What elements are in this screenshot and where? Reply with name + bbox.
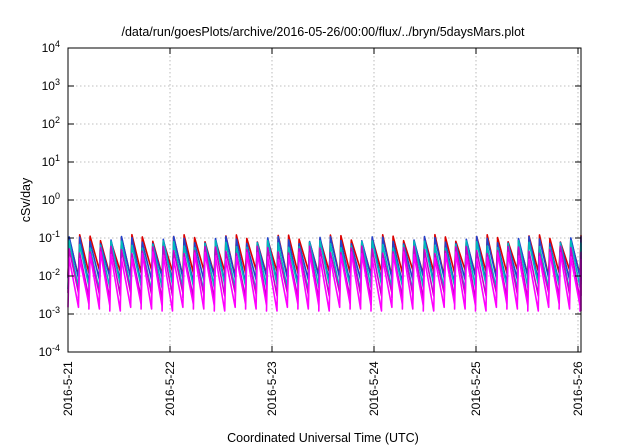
x-tick-label: 2016-5-25 [469, 361, 483, 416]
series-line [67, 251, 582, 312]
grid [68, 48, 581, 352]
y-tick-label: 10-1 [39, 229, 60, 245]
y-tick-label: 10-2 [39, 267, 60, 283]
y-tick-label: 103 [42, 77, 60, 93]
x-tick-label: 2016-5-22 [163, 361, 177, 416]
y-ticks: 10-4 10-3 10-2 10-1 100 101 102 103 104 [39, 39, 581, 359]
x-tick-label: 2016-5-24 [367, 361, 381, 416]
y-tick-label: 10-3 [39, 305, 60, 321]
x-axis-label: Coordinated Universal Time (UTC) [227, 431, 419, 445]
y-tick-label: 10-4 [39, 343, 60, 359]
series-group [67, 233, 582, 312]
y-tick-label: 101 [42, 153, 60, 169]
x-ticks: 2016-5-21 2016-5-22 2016-5-23 2016-5-24 2016… [61, 48, 585, 416]
chart-title: /data/run/goesPlots/archive/2016-05-26/0… [121, 25, 525, 39]
y-tick-label: 100 [42, 191, 60, 207]
y-tick-label: 102 [42, 115, 60, 131]
y-tick-label: 104 [42, 39, 60, 55]
x-tick-label: 2016-5-23 [265, 361, 279, 416]
y-axis-label: cSv/day [19, 177, 33, 222]
x-tick-label: 2016-5-26 [571, 361, 585, 416]
x-tick-label: 2016-5-21 [61, 361, 75, 416]
